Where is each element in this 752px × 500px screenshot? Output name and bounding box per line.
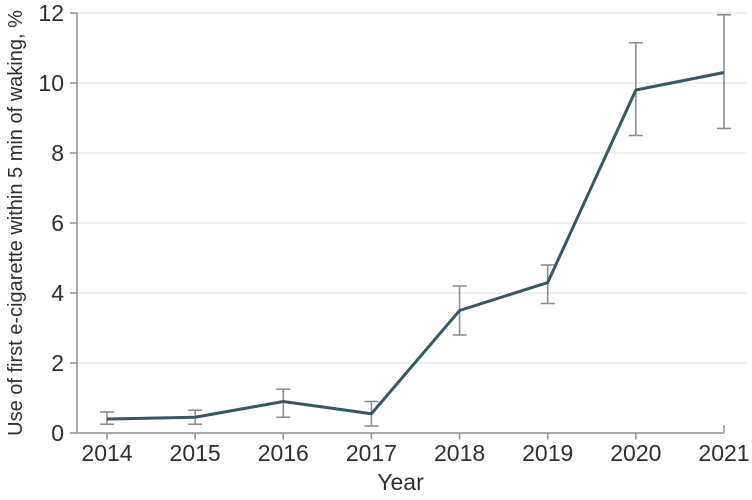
y-tick-label: 12 [38, 0, 64, 26]
x-tick-label: 2021 [698, 440, 749, 466]
y-tick-label: 6 [51, 210, 64, 236]
y-tick-label: 0 [51, 420, 64, 446]
y-axis-label: Use of first e-cigarette within 5 min of… [5, 10, 27, 436]
y-tick-label: 10 [38, 70, 64, 96]
y-tick-label: 2 [51, 350, 64, 376]
x-tick-label: 2015 [170, 440, 221, 466]
trend-line [106, 71, 725, 421]
x-tick-label: 2017 [346, 440, 397, 466]
x-tick-label: 2014 [81, 440, 132, 466]
x-axis-label: Year [377, 469, 424, 495]
x-tick-label: 2018 [434, 440, 485, 466]
y-tick-label: 8 [51, 140, 64, 166]
x-tick-label: 2016 [258, 440, 309, 466]
y-tick-label: 4 [51, 280, 64, 306]
x-tick-label: 2020 [610, 440, 661, 466]
x-tick-label: 2019 [522, 440, 573, 466]
